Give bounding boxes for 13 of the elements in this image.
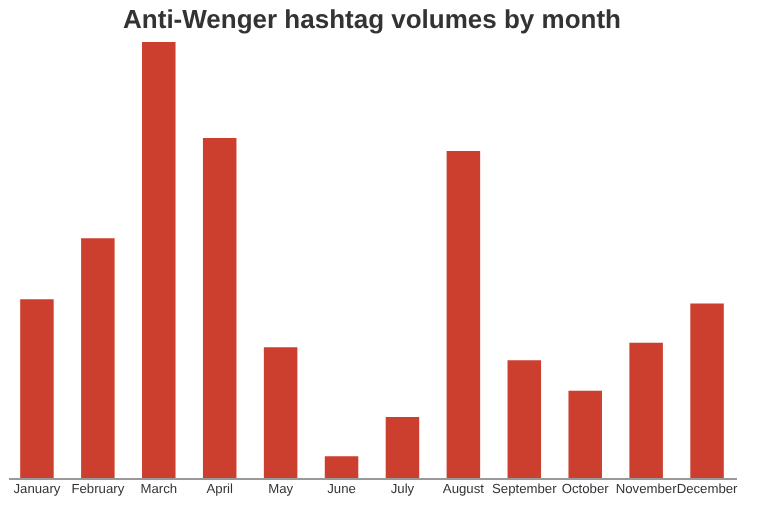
bar [263,347,298,478]
bar [446,151,481,478]
bar [385,416,420,478]
bar [690,303,724,478]
bar [142,42,176,478]
chart-title: Anti-Wenger hashtag volumes by month [123,4,622,34]
bar [324,456,359,478]
bar [81,238,115,478]
bar [629,342,663,478]
bar [568,390,602,478]
bar [202,137,237,478]
bar [507,360,542,478]
bar [20,299,54,478]
